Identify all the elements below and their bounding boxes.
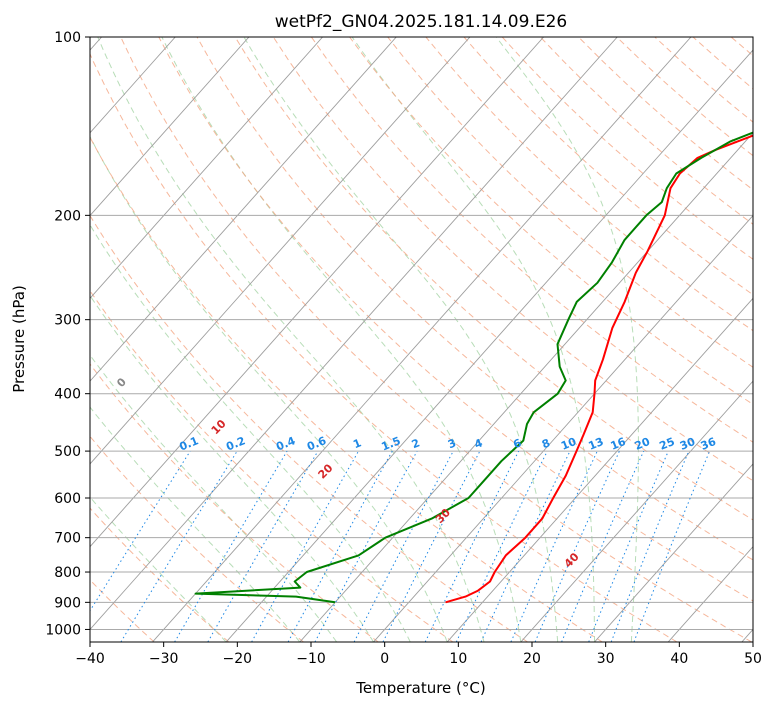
isotherm-line [225, 49, 753, 642]
mixing-ratio-label: 2 [410, 436, 422, 451]
isotherm-line [90, 37, 250, 217]
mixing-ratio-label: 16 [609, 435, 628, 453]
dry-adiabat-line [90, 52, 678, 642]
y-tick-label: 700 [54, 531, 81, 547]
mixing-ratio-line [207, 450, 319, 642]
dry-adiabat-line [90, 214, 528, 642]
moist-adiabat-line [90, 354, 338, 642]
y-axis-label: Pressure (hPa) [10, 285, 28, 393]
x-tick-label: 50 [744, 651, 762, 667]
x-tick-label: 20 [523, 651, 541, 667]
y-tick-label: 800 [54, 565, 81, 581]
dry-adiabat-line [158, 37, 753, 602]
isotherm-line [90, 37, 471, 465]
plot-data [194, 131, 753, 604]
moist-adiabat-line [351, 37, 595, 642]
dewpoint-profile [194, 131, 753, 604]
dry-adiabat-line [234, 37, 753, 521]
dry-adiabat-line [90, 507, 230, 642]
dry-adiabat-line [90, 579, 155, 642]
mixing-ratio-line [633, 450, 711, 642]
dry-adiabat-line [196, 37, 753, 561]
mixing-ratio-line [120, 450, 238, 642]
isotherm-line [90, 37, 618, 631]
x-tick-label: 10 [449, 651, 467, 667]
x-tick-label: 30 [597, 651, 615, 667]
moist-adiabat-line [90, 294, 374, 642]
x-tick-label: 40 [670, 651, 688, 667]
mixing-ratio-label: 30 [678, 435, 697, 453]
mixing-ratio-label: 20 [633, 435, 652, 453]
y-tick-label: 900 [54, 595, 81, 611]
isotherm-line [90, 37, 323, 300]
isotherm-line [446, 297, 753, 642]
x-tick-label: −40 [75, 651, 105, 667]
plot-grid [90, 37, 753, 642]
mixing-ratio-label: 10 [559, 435, 578, 453]
x-tick-label: −20 [223, 651, 253, 667]
dry-adiabat-line [463, 37, 753, 296]
plot-frame [89, 36, 754, 643]
mixing-ratio-label: 8 [540, 436, 552, 451]
mixing-ratio-line [424, 450, 520, 642]
chart-title: wetPf2_GN04.2025.181.14.09.E26 [275, 12, 567, 32]
isotherm-line [90, 37, 544, 548]
mixing-ratio-label: 13 [586, 435, 605, 453]
mixing-ratio-label: 25 [658, 435, 677, 453]
isotherm-line [152, 37, 692, 642]
mixing-ratio-label: 3 [446, 436, 458, 451]
mixing-ratio-line [314, 450, 418, 642]
dry-adiabat-line [310, 37, 753, 443]
x-axis-label: Temperature (°C) [355, 679, 485, 697]
dry-adiabat-line [90, 136, 603, 642]
isotherm-line [90, 37, 397, 382]
moist-adiabat-line [90, 135, 448, 642]
x-tick-label: −30 [149, 651, 179, 667]
isotherm-line [373, 214, 753, 642]
mixing-ratio-line [455, 450, 548, 642]
x-tick-label: 0 [380, 651, 389, 667]
dry-adiabat-line [90, 289, 454, 642]
y-tick-label: 400 [54, 387, 81, 403]
y-tick-label: 300 [54, 313, 81, 329]
y-tick-label: 1000 [45, 622, 81, 638]
temperature-profile [445, 134, 753, 604]
x-tick-label: −10 [296, 651, 326, 667]
y-tick-label: 600 [54, 491, 81, 507]
moist-adiabat-line [97, 37, 485, 642]
moist-adiabat-line [90, 224, 411, 642]
isotherm-line [594, 463, 753, 642]
y-tick-label: 200 [54, 208, 81, 224]
mixing-ratio-line [287, 450, 393, 642]
moist-adiabat-line [243, 37, 559, 642]
isotherm-line [520, 380, 753, 642]
dry-adiabat-line [272, 37, 753, 482]
y-tick-label: 100 [54, 30, 81, 46]
axes: −40 −30 −20 −10 0 10 20 30 40 50 100 200 300 400 500 60… [45, 30, 762, 667]
mixing-ratio-line [480, 450, 571, 642]
y-tick-label: 500 [54, 444, 81, 460]
mixing-ratio-label: 1 [351, 436, 363, 451]
mixing-ratio-label: 36 [699, 435, 718, 453]
mixing-ratio-line [174, 450, 288, 642]
